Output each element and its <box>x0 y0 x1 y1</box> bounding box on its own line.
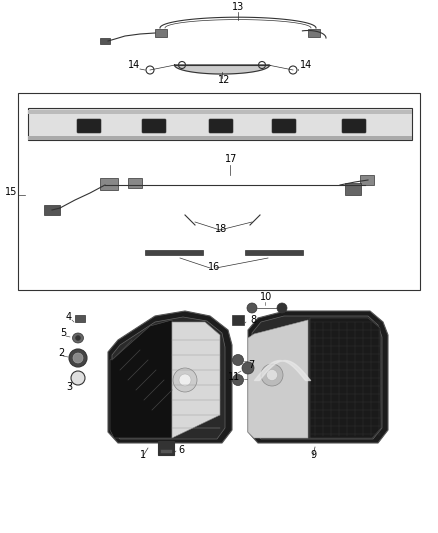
Text: 12: 12 <box>218 75 230 85</box>
Polygon shape <box>252 316 382 439</box>
Text: 4: 4 <box>66 312 72 322</box>
Ellipse shape <box>75 335 81 341</box>
Text: 14: 14 <box>300 60 312 70</box>
Text: 6: 6 <box>178 445 184 455</box>
Circle shape <box>173 368 197 392</box>
Bar <box>360 175 374 185</box>
Text: 18: 18 <box>215 224 227 234</box>
FancyBboxPatch shape <box>209 119 233 133</box>
Bar <box>128 178 142 188</box>
Circle shape <box>179 374 191 386</box>
Bar <box>345 183 361 195</box>
Polygon shape <box>174 65 269 74</box>
Text: 1: 1 <box>140 450 146 460</box>
Bar <box>308 29 320 37</box>
Polygon shape <box>110 320 172 438</box>
Circle shape <box>233 354 244 366</box>
Polygon shape <box>248 320 308 438</box>
Bar <box>158 441 174 455</box>
Bar <box>28 136 412 140</box>
Circle shape <box>69 349 87 367</box>
FancyBboxPatch shape <box>342 119 366 133</box>
Circle shape <box>242 362 254 374</box>
Polygon shape <box>112 317 225 439</box>
Ellipse shape <box>73 333 84 343</box>
Circle shape <box>277 303 287 313</box>
Text: 3: 3 <box>66 382 72 392</box>
Bar <box>245 250 303 255</box>
Bar <box>160 449 172 453</box>
Circle shape <box>261 364 283 386</box>
Text: 8: 8 <box>250 315 256 325</box>
Circle shape <box>71 371 85 385</box>
Text: 13: 13 <box>232 2 244 12</box>
Text: 16: 16 <box>208 262 220 272</box>
Polygon shape <box>310 318 381 438</box>
Bar <box>100 38 110 44</box>
FancyBboxPatch shape <box>142 119 166 133</box>
Bar <box>28 110 412 114</box>
Bar <box>18 93 420 290</box>
FancyBboxPatch shape <box>77 119 101 133</box>
Circle shape <box>247 303 257 313</box>
Text: 9: 9 <box>310 450 316 460</box>
Polygon shape <box>172 322 220 438</box>
Bar <box>75 315 85 322</box>
Circle shape <box>266 369 278 381</box>
Bar <box>145 250 203 255</box>
Bar <box>155 29 167 37</box>
Text: 15: 15 <box>5 187 18 197</box>
Text: 2: 2 <box>58 348 64 358</box>
Polygon shape <box>108 311 232 443</box>
Bar <box>232 315 244 325</box>
Polygon shape <box>248 311 388 443</box>
Text: 14: 14 <box>128 60 140 70</box>
Text: 17: 17 <box>225 154 237 164</box>
Text: 5: 5 <box>60 328 66 338</box>
Bar <box>28 108 412 140</box>
Circle shape <box>233 375 244 385</box>
Text: 11: 11 <box>228 372 240 382</box>
Bar <box>44 205 60 215</box>
Text: 7: 7 <box>248 360 254 370</box>
FancyBboxPatch shape <box>272 119 296 133</box>
Text: 10: 10 <box>260 292 272 302</box>
Bar <box>100 178 118 190</box>
Circle shape <box>73 353 83 363</box>
